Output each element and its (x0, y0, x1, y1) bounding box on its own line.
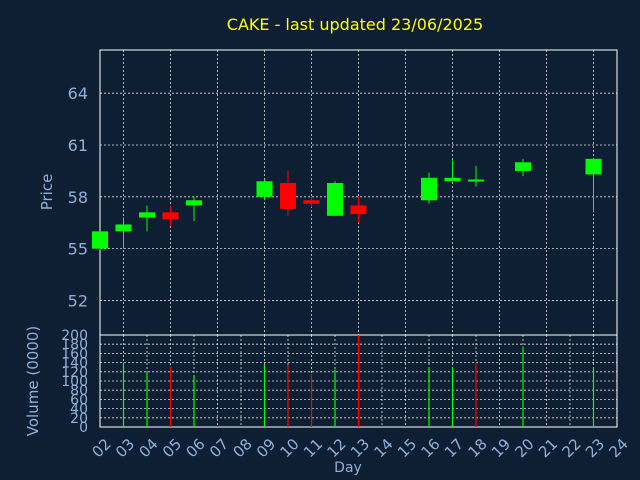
day-tick-label: 03 (112, 435, 138, 461)
candle-body (139, 212, 155, 218)
candle-body (585, 158, 602, 175)
price-tick-label: 58 (68, 188, 88, 207)
candle-body (421, 177, 437, 201)
candle-body (115, 224, 132, 232)
day-tick-label: 18 (465, 435, 491, 461)
day-tick-label: 06 (183, 435, 209, 461)
volume-tick-label: 60 (70, 392, 88, 408)
price-tick-label: 52 (68, 291, 88, 310)
day-tick-label: 11 (300, 435, 326, 461)
candle-body (444, 177, 461, 182)
price-plot-frame (99, 49, 618, 336)
price-y-ticks: 52 55 58 61 64 (68, 84, 88, 310)
day-tick-label: 21 (535, 435, 561, 461)
volume-tick-label: 200 (61, 328, 88, 344)
volume-tick-label: 180 (61, 337, 88, 353)
candle-body (280, 183, 296, 209)
candle-body (162, 212, 179, 220)
day-tick-label: 02 (89, 435, 115, 461)
volume-tick-label: 20 (70, 411, 88, 427)
day-tick-label: 20 (512, 435, 538, 461)
price-tick-label: 61 (68, 136, 88, 155)
price-grid (100, 50, 617, 335)
volume-bars (122, 335, 595, 427)
candle-body (256, 181, 273, 197)
day-tick-label: 17 (441, 435, 467, 461)
day-x-ticks: 0203040506070809101112131415161718192021… (89, 435, 632, 461)
candle-body (92, 231, 108, 249)
volume-tick-label: 0 (79, 420, 88, 436)
day-tick-label: 08 (230, 435, 256, 461)
day-tick-label: 13 (347, 435, 373, 461)
day-tick-label: 14 (371, 435, 397, 461)
candle-body (515, 162, 531, 171)
candle-body (303, 200, 320, 204)
day-tick-label: 23 (582, 435, 608, 461)
day-tick-label: 19 (488, 435, 514, 461)
price-tick-label: 55 (68, 240, 88, 259)
chart-title: CAKE - last updated 23/06/2025 (227, 15, 483, 34)
day-tick-label: 07 (206, 435, 232, 461)
day-tick-label: 22 (559, 435, 585, 461)
day-tick-label: 12 (324, 435, 350, 461)
candle-body (350, 205, 367, 215)
volume-tick-label: 160 (61, 346, 88, 362)
volume-axis-label: Volume (0000) (24, 326, 42, 436)
candle-body (186, 200, 202, 206)
day-tick-label: 09 (253, 435, 279, 461)
day-tick-label: 15 (394, 435, 420, 461)
price-tick-label: 64 (68, 84, 88, 103)
day-tick-label: 10 (277, 435, 303, 461)
volume-tick-label: 80 (70, 383, 88, 399)
volume-tick-label: 140 (61, 356, 88, 372)
candle-body (327, 183, 343, 216)
volume-tick-label: 100 (61, 374, 88, 390)
price-axis-label: Price (38, 174, 56, 211)
day-axis-label: Day (334, 460, 362, 476)
price-panel: 52 55 58 61 64 Price (38, 49, 618, 336)
day-tick-label: 04 (136, 435, 162, 461)
volume-tick-label: 40 (70, 402, 88, 418)
day-tick-label: 16 (418, 435, 444, 461)
candle-body (468, 179, 484, 182)
day-tick-label: 24 (606, 435, 632, 461)
day-tick-label: 05 (159, 435, 185, 461)
volume-tick-label: 120 (61, 365, 88, 381)
candles (92, 158, 602, 251)
